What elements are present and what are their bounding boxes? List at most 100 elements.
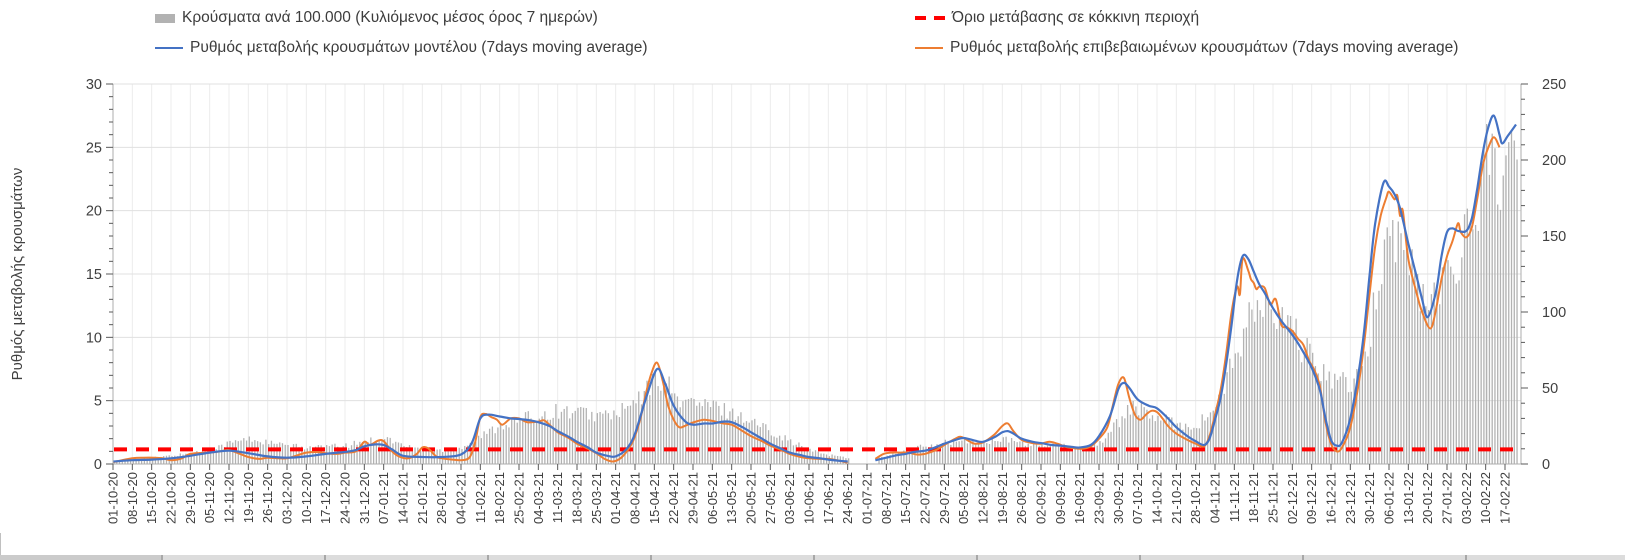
svg-text:15-07-21: 15-07-21 — [898, 472, 913, 524]
svg-text:15-04-21: 15-04-21 — [647, 472, 662, 524]
legend-item-threshold: Όριο μετάβασης σε κόκκινη περιοχή — [915, 8, 1199, 28]
svg-text:16-09-21: 16-09-21 — [1072, 472, 1087, 524]
svg-text:12-08-21: 12-08-21 — [976, 472, 991, 524]
scrollbar-segment-separator — [1139, 555, 1141, 560]
svg-text:12-11-20: 12-11-20 — [222, 472, 237, 523]
svg-text:11-11-21: 11-11-21 — [1227, 472, 1242, 522]
legend-label-confirmed: Ρυθμός μεταβολής επιβεβαιωμένων κρουσμάτ… — [950, 39, 1459, 56]
svg-text:19-11-20: 19-11-20 — [241, 472, 256, 523]
model-rate-line — [112, 114, 1517, 463]
svg-text:29-10-20: 29-10-20 — [183, 472, 198, 524]
legend-label-model: Ρυθμός μεταβολής κρουσμάτων μοντέλου (7d… — [190, 39, 648, 56]
svg-text:05-08-21: 05-08-21 — [956, 472, 971, 524]
svg-text:0: 0 — [1542, 457, 1550, 473]
svg-text:08-04-21: 08-04-21 — [628, 472, 643, 524]
svg-text:26-11-20: 26-11-20 — [260, 472, 275, 523]
svg-text:28-10-21: 28-10-21 — [1188, 472, 1203, 524]
svg-text:25: 25 — [86, 140, 102, 156]
svg-text:02-12-21: 02-12-21 — [1285, 472, 1300, 524]
svg-text:17-12-20: 17-12-20 — [318, 472, 333, 524]
svg-text:14-01-21: 14-01-21 — [396, 472, 411, 524]
svg-text:250: 250 — [1542, 77, 1566, 93]
svg-text:200: 200 — [1542, 153, 1566, 169]
legend-label-threshold: Όριο μετάβασης σε κόκκινη περιοχή — [952, 9, 1200, 26]
svg-text:25-02-21: 25-02-21 — [512, 472, 527, 524]
horizontal-gridlines — [113, 83, 1521, 402]
chart-canvas: Ρυθμός μεταβολής κρουσμάτων 0 5 10 15 20 25 30… — [9, 77, 1566, 524]
scrollbar-segment-separator — [324, 555, 326, 560]
y-axis-title: Ρυθμός μεταβολής κρουσμάτων — [9, 168, 26, 381]
svg-text:08-07-21: 08-07-21 — [879, 472, 894, 524]
svg-text:20: 20 — [86, 204, 102, 220]
model-line-swatch — [155, 46, 183, 50]
svg-text:24-06-21: 24-06-21 — [840, 472, 855, 524]
svg-text:22-04-21: 22-04-21 — [666, 472, 681, 524]
svg-text:13-01-22: 13-01-22 — [1401, 472, 1416, 524]
svg-text:20-05-21: 20-05-21 — [744, 472, 759, 524]
threshold-dash-swatch — [915, 16, 945, 20]
legend-item-confirmed-line: Ρυθμός μεταβολής επιβεβαιωμένων κρουσμάτ… — [915, 38, 1458, 58]
svg-text:10-12-20: 10-12-20 — [299, 472, 314, 524]
svg-text:03-06-21: 03-06-21 — [782, 472, 797, 524]
svg-text:04-02-21: 04-02-21 — [454, 472, 469, 524]
svg-text:20-01-22: 20-01-22 — [1420, 472, 1435, 524]
cases-bars-layer — [113, 123, 1518, 464]
svg-text:19-08-21: 19-08-21 — [995, 472, 1010, 524]
svg-text:25-11-21: 25-11-21 — [1266, 472, 1281, 523]
svg-text:22-10-20: 22-10-20 — [164, 472, 179, 524]
svg-text:17-02-22: 17-02-22 — [1498, 472, 1513, 524]
legend-item-cases-bars: Κρούσματα ανά 100.000 (Κυλιόμενος μέσος … — [155, 8, 598, 28]
page-left-border — [0, 533, 1, 556]
legend-item-model-line: Ρυθμός μεταβολής κρουσμάτων μοντέλου (7d… — [155, 38, 648, 58]
svg-text:29-04-21: 29-04-21 — [686, 472, 701, 524]
svg-text:50: 50 — [1542, 381, 1558, 397]
svg-text:10: 10 — [86, 330, 102, 346]
svg-text:25-03-21: 25-03-21 — [589, 472, 604, 524]
scrollbar-segment-separator — [1465, 555, 1467, 560]
svg-text:09-12-21: 09-12-21 — [1304, 472, 1319, 524]
svg-text:18-02-21: 18-02-21 — [492, 472, 507, 524]
confirmed-line-swatch — [915, 46, 943, 50]
svg-text:07-01-21: 07-01-21 — [376, 472, 391, 524]
svg-text:30: 30 — [86, 77, 102, 93]
svg-text:04-03-21: 04-03-21 — [531, 472, 546, 524]
scrollbar-segment-separator — [976, 555, 978, 560]
svg-text:17-06-21: 17-06-21 — [821, 472, 836, 524]
scrollbar-segment-separator — [487, 555, 489, 560]
svg-text:21-10-21: 21-10-21 — [1169, 472, 1184, 524]
svg-text:10-02-22: 10-02-22 — [1478, 472, 1493, 524]
svg-text:03-12-20: 03-12-20 — [280, 472, 295, 524]
cases-bar-swatch — [155, 13, 175, 23]
horizontal-scrollbar[interactable] — [0, 555, 1625, 560]
svg-text:22-07-21: 22-07-21 — [918, 472, 933, 524]
scrollbar-first-segment — [0, 555, 161, 560]
svg-text:06-01-22: 06-01-22 — [1382, 472, 1397, 524]
svg-text:15: 15 — [86, 267, 102, 283]
svg-text:27-01-22: 27-01-22 — [1440, 472, 1455, 524]
svg-text:18-11-21: 18-11-21 — [1246, 472, 1261, 523]
confirmed-rate-line — [112, 136, 1501, 464]
scrollbar-segment-separator — [1302, 555, 1304, 560]
svg-text:14-10-21: 14-10-21 — [1150, 472, 1165, 524]
svg-text:08-10-20: 08-10-20 — [125, 472, 140, 524]
svg-text:01-10-20: 01-10-20 — [106, 472, 121, 524]
svg-text:0: 0 — [94, 457, 102, 473]
svg-text:01-07-21: 01-07-21 — [860, 472, 875, 524]
svg-text:11-03-21: 11-03-21 — [550, 472, 565, 523]
svg-text:31-12-20: 31-12-20 — [357, 472, 372, 524]
svg-text:30-09-21: 30-09-21 — [1111, 472, 1126, 524]
svg-text:23-09-21: 23-09-21 — [1092, 472, 1107, 524]
svg-text:11-02-21: 11-02-21 — [473, 472, 488, 523]
svg-text:10-06-21: 10-06-21 — [802, 472, 817, 524]
svg-text:02-09-21: 02-09-21 — [1034, 472, 1049, 524]
svg-text:07-10-21: 07-10-21 — [1130, 472, 1145, 524]
svg-text:06-05-21: 06-05-21 — [705, 472, 720, 524]
svg-text:16-12-21: 16-12-21 — [1324, 472, 1339, 524]
svg-text:09-09-21: 09-09-21 — [1053, 472, 1068, 524]
svg-text:24-12-20: 24-12-20 — [338, 472, 353, 524]
svg-text:03-02-22: 03-02-22 — [1459, 472, 1474, 524]
scrollbar-segment-separator — [813, 555, 815, 560]
svg-text:04-11-21: 04-11-21 — [1208, 472, 1223, 523]
svg-text:23-12-21: 23-12-21 — [1343, 472, 1358, 524]
